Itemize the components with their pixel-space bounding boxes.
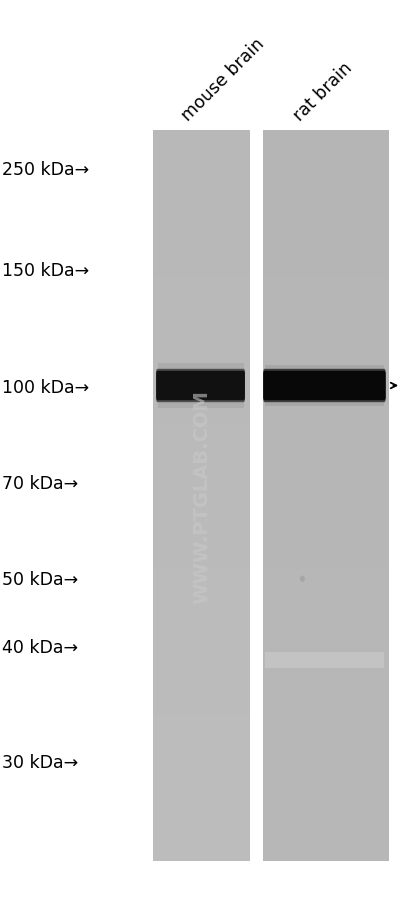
Text: rat brain: rat brain <box>290 59 355 124</box>
Bar <box>153 277 250 423</box>
Ellipse shape <box>300 576 305 583</box>
Bar <box>262 569 388 715</box>
Text: 30 kDa→: 30 kDa→ <box>2 753 78 771</box>
Text: 250 kDa→: 250 kDa→ <box>2 161 89 179</box>
Text: 70 kDa→: 70 kDa→ <box>2 474 78 492</box>
Bar <box>262 715 388 861</box>
Bar <box>153 423 250 569</box>
FancyBboxPatch shape <box>263 369 386 400</box>
Text: 50 kDa→: 50 kDa→ <box>2 570 78 588</box>
FancyBboxPatch shape <box>263 372 386 400</box>
Bar <box>153 131 250 861</box>
Text: 40 kDa→: 40 kDa→ <box>2 639 78 657</box>
Text: WWW.PTGLAB.COM: WWW.PTGLAB.COM <box>192 390 211 603</box>
FancyBboxPatch shape <box>263 372 386 402</box>
Text: mouse brain: mouse brain <box>178 34 268 124</box>
FancyBboxPatch shape <box>156 369 245 400</box>
Bar <box>158 364 244 409</box>
Bar <box>262 277 388 423</box>
Text: 150 kDa→: 150 kDa→ <box>2 262 89 280</box>
Bar <box>153 715 250 861</box>
Bar <box>262 131 388 277</box>
FancyBboxPatch shape <box>156 372 245 400</box>
Text: 100 kDa→: 100 kDa→ <box>2 379 89 397</box>
Bar <box>265 365 384 407</box>
Bar <box>262 131 388 861</box>
Bar <box>153 569 250 715</box>
Bar <box>262 423 388 569</box>
Bar <box>153 131 250 277</box>
Bar <box>265 652 384 668</box>
FancyBboxPatch shape <box>156 372 245 402</box>
